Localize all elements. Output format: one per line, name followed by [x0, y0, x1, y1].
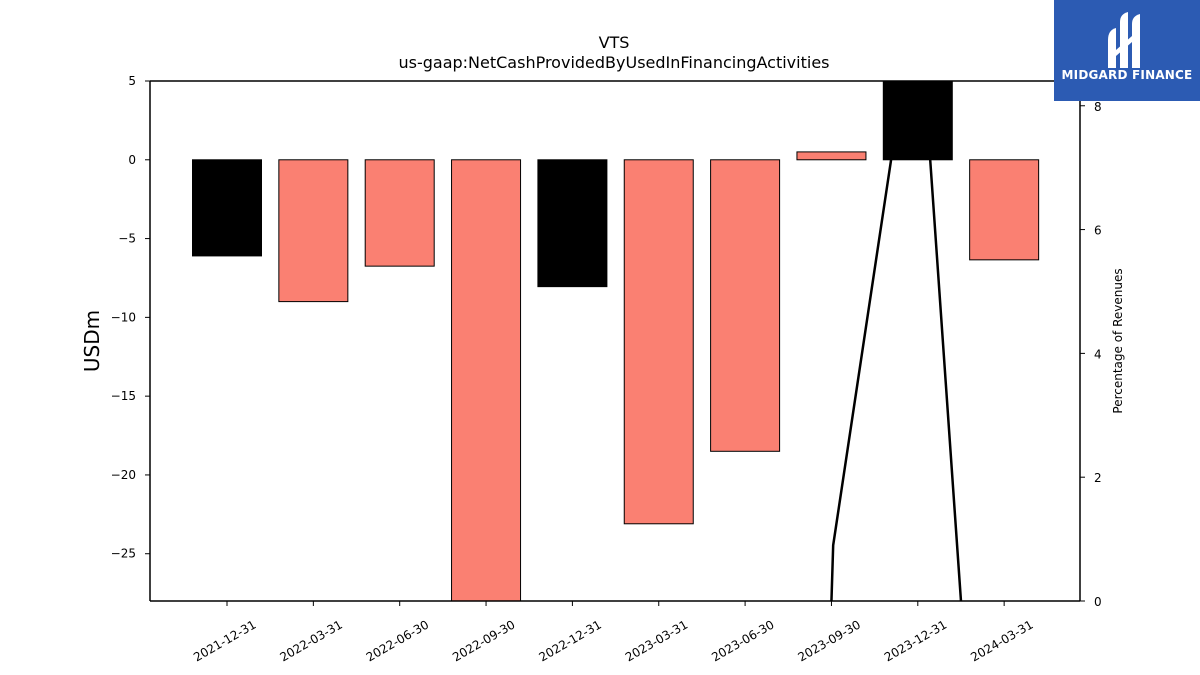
- bar: [882, 81, 953, 161]
- chart-subtitle: us-gaap:NetCashProvidedByUsedInFinancing…: [398, 53, 829, 72]
- y-tick-label: 0: [128, 153, 136, 167]
- bar: [623, 159, 694, 525]
- y-tick-label: −25: [111, 547, 136, 561]
- y-tick-label: −20: [111, 468, 136, 482]
- bar: [364, 159, 435, 267]
- y2-tick-label: 2: [1094, 471, 1102, 485]
- x-tick-label: 2021-12-31: [191, 617, 258, 664]
- bar: [969, 159, 1040, 261]
- bar: [710, 159, 781, 452]
- midgard-finance-logo: MIDGARD FINANCE: [1054, 0, 1200, 101]
- bar: [451, 159, 522, 601]
- y2-axis-label: Percentage of Revenues: [1111, 268, 1125, 413]
- chart-title: VTS: [599, 33, 630, 52]
- logo-mark-icon: [1108, 12, 1140, 68]
- y2-tick-label: 8: [1094, 100, 1102, 114]
- logo-text: MIDGARD FINANCE: [1061, 68, 1193, 82]
- x-tick-label: 2023-12-31: [882, 617, 949, 664]
- y2-tick-label: 4: [1094, 347, 1102, 361]
- plot-area: 5 0 −5 −10 −15 −20 −25 0 2 4 6 8 2021-12-31 2022-03-3…: [111, 74, 1102, 664]
- y2-tick-label: 0: [1094, 595, 1102, 609]
- bar: [537, 159, 608, 288]
- revenue-percentage-line: [830, 81, 963, 601]
- bar: [278, 159, 349, 303]
- x-tick-label: 2024-03-31: [968, 617, 1035, 664]
- x-tick-label: 2022-06-30: [364, 617, 431, 664]
- x-tick-label: 2023-09-30: [796, 617, 863, 664]
- y-tick-label: −10: [111, 310, 136, 324]
- y-tick-label: −15: [111, 389, 136, 403]
- y-tick-label: 5: [128, 74, 136, 88]
- bar: [192, 159, 262, 257]
- x-tick-label: 2023-03-31: [623, 617, 690, 664]
- bars-group: [192, 81, 1040, 601]
- y-tick-label: −5: [118, 232, 136, 246]
- y-axis-label: USDm: [80, 310, 104, 372]
- x-tick-label: 2022-12-31: [536, 617, 603, 664]
- x-tick-label: 2022-03-31: [277, 617, 344, 664]
- bar: [796, 151, 867, 161]
- x-tick-label: 2022-09-30: [450, 617, 517, 664]
- x-tick-label: 2023-06-30: [709, 617, 776, 664]
- y2-tick-label: 6: [1094, 224, 1102, 238]
